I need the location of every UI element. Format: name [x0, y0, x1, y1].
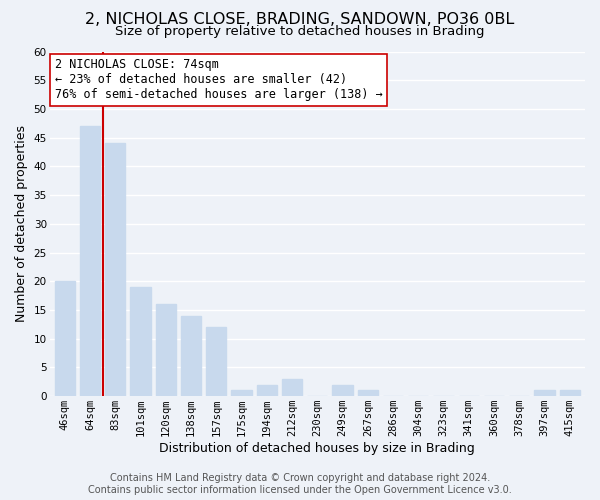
- Bar: [105, 144, 125, 396]
- Text: Contains HM Land Registry data © Crown copyright and database right 2024.
Contai: Contains HM Land Registry data © Crown c…: [88, 474, 512, 495]
- Bar: [232, 390, 251, 396]
- Bar: [332, 384, 353, 396]
- Bar: [155, 304, 176, 396]
- Bar: [358, 390, 378, 396]
- Bar: [130, 287, 151, 396]
- Bar: [257, 384, 277, 396]
- Bar: [181, 316, 201, 396]
- Text: 2 NICHOLAS CLOSE: 74sqm
← 23% of detached houses are smaller (42)
76% of semi-de: 2 NICHOLAS CLOSE: 74sqm ← 23% of detache…: [55, 58, 383, 102]
- Text: Size of property relative to detached houses in Brading: Size of property relative to detached ho…: [115, 25, 485, 38]
- Y-axis label: Number of detached properties: Number of detached properties: [15, 126, 28, 322]
- Bar: [206, 327, 226, 396]
- Bar: [560, 390, 580, 396]
- Bar: [55, 282, 75, 396]
- Bar: [80, 126, 100, 396]
- Bar: [535, 390, 554, 396]
- X-axis label: Distribution of detached houses by size in Brading: Distribution of detached houses by size …: [160, 442, 475, 455]
- Bar: [282, 379, 302, 396]
- Text: 2, NICHOLAS CLOSE, BRADING, SANDOWN, PO36 0BL: 2, NICHOLAS CLOSE, BRADING, SANDOWN, PO3…: [85, 12, 515, 28]
